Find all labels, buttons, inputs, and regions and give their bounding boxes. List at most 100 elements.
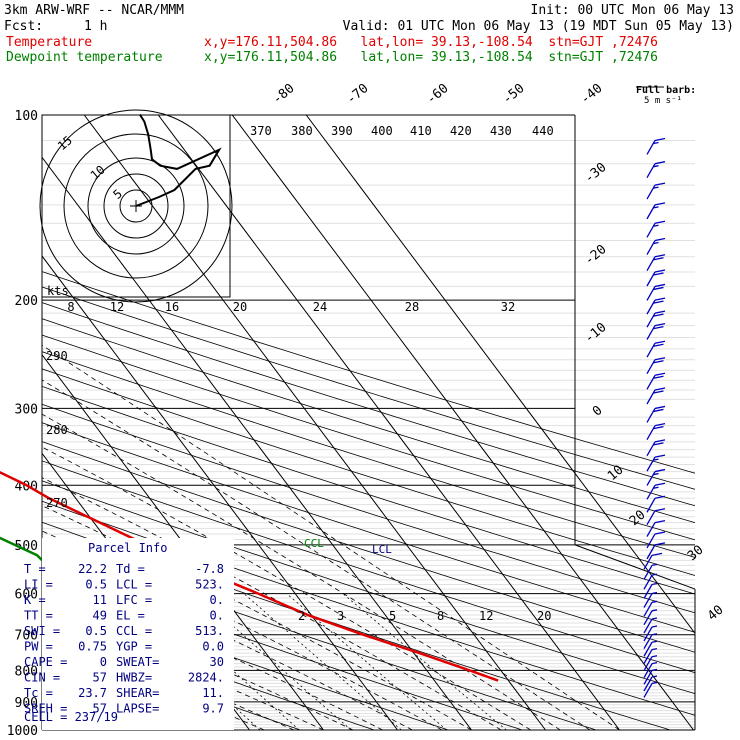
wind-barb-flag (651, 552, 663, 556)
parcel-info-value: YGP = (116, 640, 152, 654)
hodograph-ring (87, 157, 185, 255)
parcel-info-value: CAPE = (24, 655, 67, 669)
hodograph-scale-label: 16 (165, 300, 179, 314)
wind-barb-half (651, 600, 658, 603)
wind-barb-flag (654, 439, 666, 443)
isotherm-line (231, 115, 694, 730)
parcel-info-value: LI = (24, 578, 53, 592)
parcel-info-value: T = (24, 562, 46, 576)
wind-barb-flag (654, 340, 666, 344)
hodograph-scale-label: 12 (110, 300, 124, 314)
ccl-annotation: CCL (304, 537, 324, 550)
lcl-annotation: LCL (372, 543, 392, 556)
wind-barb-half (651, 582, 658, 586)
wind-barb-half (651, 617, 658, 620)
dry-adiabat-line (42, 368, 695, 576)
wind-barb-half (653, 141, 659, 145)
wind-barb (643, 670, 653, 685)
parcel-info-value: 0 (100, 655, 107, 669)
wind-barb (643, 663, 653, 678)
pressure-tick-label: 200 (15, 294, 38, 309)
pressure-tick-label: 700 (15, 629, 38, 644)
wind-barb-flag (654, 297, 666, 301)
wind-barb-flag (654, 310, 666, 314)
wind-barb-flag (653, 272, 664, 276)
parcel-info-value: 2824. (188, 671, 224, 685)
wind-barb (643, 649, 653, 664)
dry-adiabat-line (42, 480, 695, 695)
hodograph-scale-label: 24 (313, 300, 327, 314)
wind-barb-half (653, 472, 659, 476)
wind-barb-flag (654, 454, 666, 458)
parcel-info-value: 30 (210, 655, 224, 669)
hodograph-scale-label: 8 (67, 300, 74, 314)
wind-barb (646, 342, 656, 358)
wind-barb-flag (654, 182, 666, 186)
parcel-info-value: 523. (195, 578, 224, 592)
wind-barb (643, 574, 653, 590)
temperature-tick-label: -50 (500, 81, 528, 108)
wind-barb-half (653, 458, 659, 461)
dry-adiabat-line (42, 460, 695, 674)
wind-barb-flag (654, 468, 666, 473)
temperature-tick-label: -10 (582, 320, 610, 347)
parcel-info-value: 9.7 (202, 702, 224, 716)
wind-barb-half (653, 206, 659, 209)
mixing-ratio-label: 8 (437, 609, 444, 623)
dry-adiabat-line (42, 403, 695, 614)
parcel-info-value: 57 (93, 671, 107, 685)
wind-barb (643, 683, 653, 698)
wind-barb (646, 204, 656, 220)
wind-barb (646, 441, 656, 457)
diagram-lower-edge (574, 544, 696, 590)
parcel-info-value: TT = (24, 609, 53, 623)
parcel-info-value: SWI = (24, 624, 60, 638)
wind-barb-half (653, 224, 659, 227)
mixing-ratio-label: 12 (479, 609, 493, 623)
wind-barb (646, 299, 656, 315)
fcst-label: Fcst: (4, 19, 43, 34)
wind-barb (643, 618, 653, 634)
wind-barb-flag (654, 405, 666, 410)
dry-adiabat-line (42, 422, 695, 633)
pressure-tick-label: 600 (15, 588, 38, 603)
hodo-ring-label-5: 5 (110, 187, 125, 202)
dry-adiabat-line (42, 441, 695, 653)
wind-barb (646, 140, 656, 155)
parcel-info-value: 11. (202, 686, 224, 700)
mixing-ratio-line (243, 593, 402, 730)
wind-barb-flag (654, 202, 666, 206)
moist-adiabat-line (42, 608, 324, 730)
barb-legend-line2: 5 m s⁻¹ (644, 96, 682, 106)
pressure-tick-label: 800 (15, 664, 38, 679)
wind-barb (646, 163, 656, 179)
temp-label: Temperature (6, 35, 92, 50)
theta-e-label: 440 (532, 124, 554, 138)
theta-e-label: 380 (291, 124, 313, 138)
theta-e-label: 410 (410, 124, 432, 138)
temperature-tick-label: 40 (705, 603, 727, 625)
wind-barb-half (651, 609, 658, 612)
theta-e-label: 370 (250, 124, 272, 138)
dry-adiabat-line (42, 385, 695, 595)
parcel-info-value: K = (24, 593, 46, 607)
parcel-info-value: 0.75 (78, 640, 107, 654)
wind-barb (643, 626, 653, 642)
dry-adiabat-line (42, 588, 449, 730)
dry-adiabat-line (42, 351, 695, 558)
wind-barb-half (651, 640, 658, 643)
parcel-info-value: 513. (195, 624, 224, 638)
temp-location: x,y=176.11,504.86 lat,lon= 39.13,-108.54… (204, 35, 658, 50)
parcel-info-value: 0.5 (85, 624, 107, 638)
parcel-info-panel: Parcel Info T = 22.2 Td = -7.8 LI = 0.5 LCL = 52… (24, 538, 234, 730)
wind-barb-flag (653, 325, 664, 330)
parcel-info-value: 49 (93, 609, 107, 623)
parcel-info-value: HWBZ= (116, 671, 152, 685)
wind-barb (646, 510, 656, 526)
parcel-info-value: SREH = (24, 702, 67, 716)
wind-barb-flag (654, 482, 666, 486)
hodograph-trace (135, 113, 222, 207)
dry-adiabat-line (42, 334, 695, 541)
parcel-info-value: SWEAT= (116, 655, 159, 669)
valid-time: Valid: 01 UTC Mon 06 May 13 (19 MDT Sun … (343, 19, 734, 34)
